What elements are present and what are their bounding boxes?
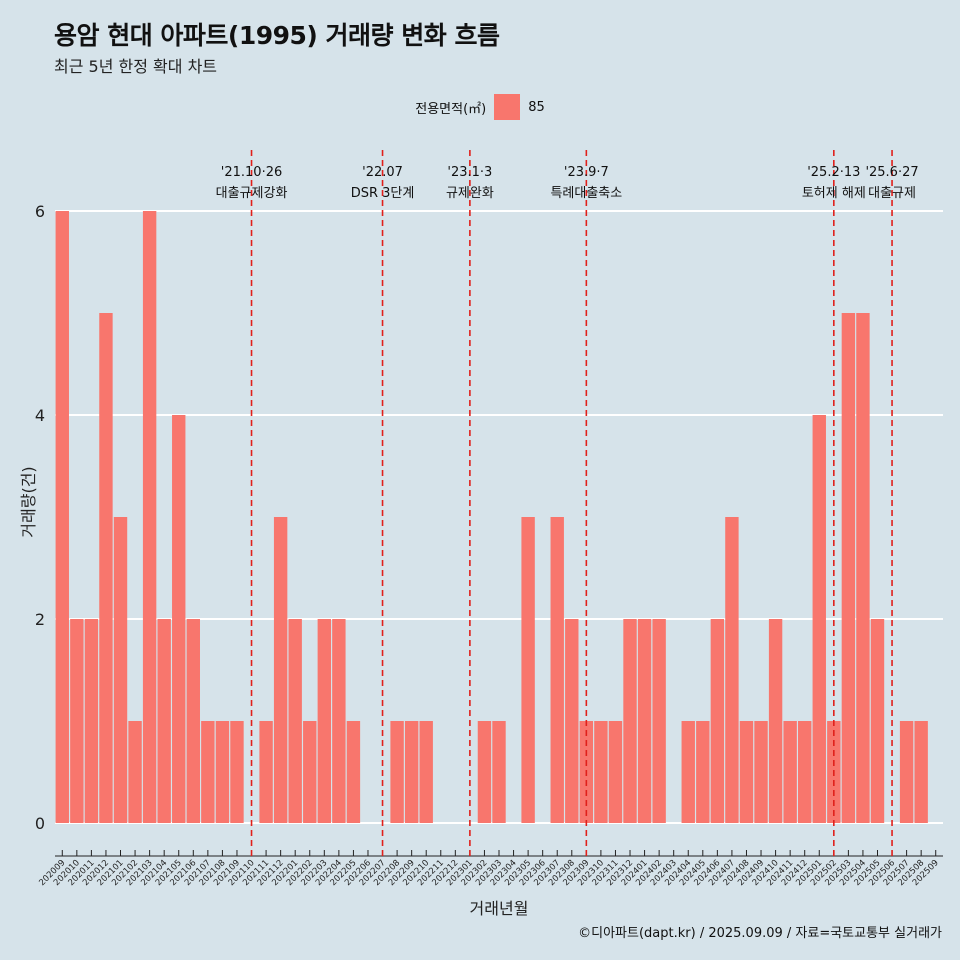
legend: 전용면적(㎡) 85 <box>0 94 960 120</box>
bar-202407 <box>725 517 739 823</box>
bar-202102 <box>128 721 142 823</box>
y-tick-label: 6 <box>35 202 45 221</box>
bar-202305 <box>521 517 535 823</box>
bar-202412 <box>798 721 812 823</box>
bar-202507 <box>899 721 914 823</box>
legend-key-85 <box>494 94 521 120</box>
bar-202409 <box>754 721 768 823</box>
y-tick-label: 0 <box>35 814 45 833</box>
bar-202303 <box>492 721 506 823</box>
bar-202203 <box>317 619 332 823</box>
bar-202011 <box>84 619 99 823</box>
bar-202402 <box>652 619 666 823</box>
bar-202201 <box>288 619 302 823</box>
bar-202308 <box>565 619 579 823</box>
chart-title: 용암 현대 아파트(1995) 거래량 변화 흐름 <box>54 21 500 50</box>
bar-202111 <box>259 721 273 823</box>
source-caption: ©디아파트(dapt.kr) / 2025.09.09 / 자료=국토교통부 실… <box>578 926 942 941</box>
event-date-202309: '23.9·7 <box>564 165 609 180</box>
bar-202312 <box>623 619 637 823</box>
event-date-202207: '22.07 <box>362 165 403 180</box>
bar-202410 <box>768 619 783 823</box>
event-label-202502: 토허제 해제 <box>802 186 866 201</box>
bar-202104 <box>157 619 171 823</box>
bar-202101 <box>113 517 128 823</box>
bar-202408 <box>739 721 754 823</box>
bar-202105 <box>172 415 186 823</box>
bar-202405 <box>696 721 710 823</box>
bar-202501 <box>812 415 826 823</box>
bar-202012 <box>99 313 113 823</box>
event-label-202110: 대출규제강화 <box>216 186 288 201</box>
bar-202205 <box>346 721 361 823</box>
event-date-202502: '25.2·13 <box>807 165 860 180</box>
event-label-202207: DSR 3단계 <box>351 186 415 201</box>
bar-202505 <box>870 619 885 823</box>
x-axis-title: 거래년월 <box>470 899 529 918</box>
bar-202204 <box>332 619 346 823</box>
event-label-202309: 특례대출축소 <box>550 186 622 201</box>
bar-202406 <box>710 619 725 823</box>
y-tick-label: 4 <box>35 406 45 425</box>
bar-202009 <box>55 211 69 823</box>
bar-202109 <box>230 721 244 823</box>
event-date-202506: '25.6·27 <box>865 165 918 180</box>
bar-202106 <box>186 619 200 823</box>
event-label-202506: 대출규제 <box>868 186 916 201</box>
legend-label-85: 85 <box>528 99 545 115</box>
bar-202311 <box>608 721 623 823</box>
bar-202210 <box>419 721 433 823</box>
bar-202302 <box>477 721 492 823</box>
event-date-202110: '21.10·26 <box>221 165 282 180</box>
bar-202508 <box>914 721 928 823</box>
bar-202108 <box>215 721 230 823</box>
bar-202307 <box>550 517 564 823</box>
y-axis-title: 거래량(건) <box>19 466 38 537</box>
bar-202112 <box>273 517 288 823</box>
bar-202411 <box>783 721 797 823</box>
bar-202202 <box>303 721 317 823</box>
bar-202103 <box>142 211 157 823</box>
bar-202310 <box>594 721 608 823</box>
bar-202107 <box>201 721 215 823</box>
bar-202404 <box>681 721 695 823</box>
legend-title: 전용면적(㎡) <box>415 101 487 117</box>
bar-202010 <box>70 619 84 823</box>
event-label-202301: 규제완화 <box>446 186 494 201</box>
y-tick-label: 2 <box>35 610 45 629</box>
chart-subtitle: 최근 5년 한정 확대 차트 <box>54 57 218 76</box>
bar-202209 <box>404 721 419 823</box>
bar-202208 <box>390 721 404 823</box>
event-date-202301: '23.1·3 <box>447 165 492 180</box>
bar-202504 <box>856 313 870 823</box>
bar-202503 <box>841 313 856 823</box>
bar-202401 <box>637 619 652 823</box>
